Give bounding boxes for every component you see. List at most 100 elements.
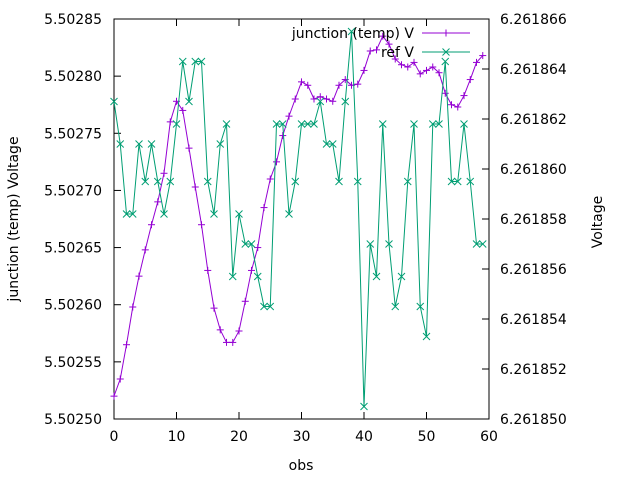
data-point <box>304 81 312 89</box>
y-axis-ticks: 5.50250 5.50255 5.50260 5.50265 5.50270 5.502… <box>44 12 121 428</box>
data-point <box>129 303 137 311</box>
data-point <box>435 69 443 77</box>
data-point <box>203 177 212 186</box>
data-point <box>247 240 256 248</box>
y2-tick-label: 6.261852 <box>500 362 567 378</box>
data-point <box>397 272 406 281</box>
data-point <box>341 97 350 106</box>
data-point <box>372 272 381 281</box>
y2-tick-label: 6.261864 <box>500 62 567 78</box>
legend: junction (temp) V ref V <box>291 26 470 61</box>
data-point <box>272 120 281 128</box>
data-point <box>379 32 387 40</box>
data-point <box>241 297 249 305</box>
data-point <box>285 112 293 120</box>
data-point <box>166 118 174 126</box>
data-point <box>253 272 262 281</box>
data-point <box>266 302 275 311</box>
data-point <box>273 158 280 166</box>
data-point <box>235 210 243 218</box>
data-point <box>385 40 393 48</box>
y2-axis-label: Voltage <box>590 196 606 249</box>
data-point <box>323 95 330 103</box>
data-point <box>141 246 149 254</box>
x-axis-ticks: 0 10 20 30 40 50 60 <box>110 19 498 445</box>
data-point <box>278 120 287 128</box>
y-axis-label: junction (temp) Voltage <box>6 136 22 302</box>
data-point <box>172 120 181 128</box>
data-point <box>447 177 456 186</box>
data-point <box>210 304 218 312</box>
data-point <box>441 57 450 66</box>
y2-tick-label: 6.261856 <box>500 262 567 278</box>
data-point <box>135 272 143 280</box>
data-point <box>404 63 412 71</box>
data-point <box>316 93 324 101</box>
data-point <box>141 177 150 186</box>
data-point <box>135 140 143 148</box>
data-point <box>391 55 399 63</box>
data-point <box>466 76 474 84</box>
data-point <box>347 27 356 36</box>
legend-marker-ref <box>442 48 450 56</box>
data-point <box>148 221 155 229</box>
data-point <box>166 177 175 186</box>
y-tick-label: 5.50275 <box>44 126 102 142</box>
data-point <box>366 240 375 248</box>
legend-marker-symbol <box>442 29 450 37</box>
series-line-1 <box>113 31 483 407</box>
data-point <box>266 175 274 183</box>
data-point <box>260 204 268 212</box>
x-tick-label: 20 <box>230 429 248 445</box>
data-point <box>191 57 200 66</box>
data-point <box>353 177 362 186</box>
x-tick-label: 40 <box>355 429 373 445</box>
data-point <box>329 97 337 105</box>
data-point <box>285 210 293 218</box>
y-tick-label: 5.50255 <box>44 355 102 371</box>
data-point <box>291 95 299 103</box>
data-point <box>441 89 449 97</box>
data-point <box>422 332 431 341</box>
data-point <box>403 177 412 186</box>
data-point <box>473 58 480 66</box>
y-tick-label: 5.50280 <box>44 69 102 85</box>
y2-tick-label: 6.261866 <box>500 12 567 28</box>
x-axis-label: obs <box>289 458 314 474</box>
data-point <box>448 101 455 109</box>
legend-label-ref: ref V <box>381 45 414 61</box>
data-point <box>279 132 287 140</box>
data-point <box>191 183 199 191</box>
data-point <box>398 61 405 69</box>
x-tick-label: 60 <box>480 429 498 445</box>
data-point <box>354 80 362 88</box>
data-point <box>179 106 187 114</box>
data-point <box>435 120 443 128</box>
data-point <box>453 177 462 186</box>
data-point <box>472 240 481 248</box>
data-point <box>378 120 387 128</box>
data-point <box>410 58 418 66</box>
data-point <box>110 97 118 106</box>
y2-tick-label: 6.261860 <box>500 162 567 178</box>
data-point <box>360 66 368 74</box>
data-point <box>204 266 212 274</box>
data-point <box>360 402 368 411</box>
data-point <box>216 326 224 334</box>
data-point <box>303 120 312 128</box>
y2-axis-ticks: 6.261850 6.261852 6.261854 6.261856 6.261858… <box>482 12 567 428</box>
data-point <box>423 66 430 74</box>
data-point <box>210 210 218 218</box>
data-point <box>241 240 250 248</box>
data-point <box>297 120 306 128</box>
data-point <box>310 95 318 103</box>
y-tick-label: 5.50260 <box>44 298 102 314</box>
data-point <box>335 177 343 186</box>
data-point <box>116 375 124 383</box>
series-line-0 <box>113 35 484 397</box>
data-point <box>160 169 168 177</box>
data-point <box>298 78 305 86</box>
data-point <box>185 144 193 152</box>
data-point <box>197 57 206 66</box>
